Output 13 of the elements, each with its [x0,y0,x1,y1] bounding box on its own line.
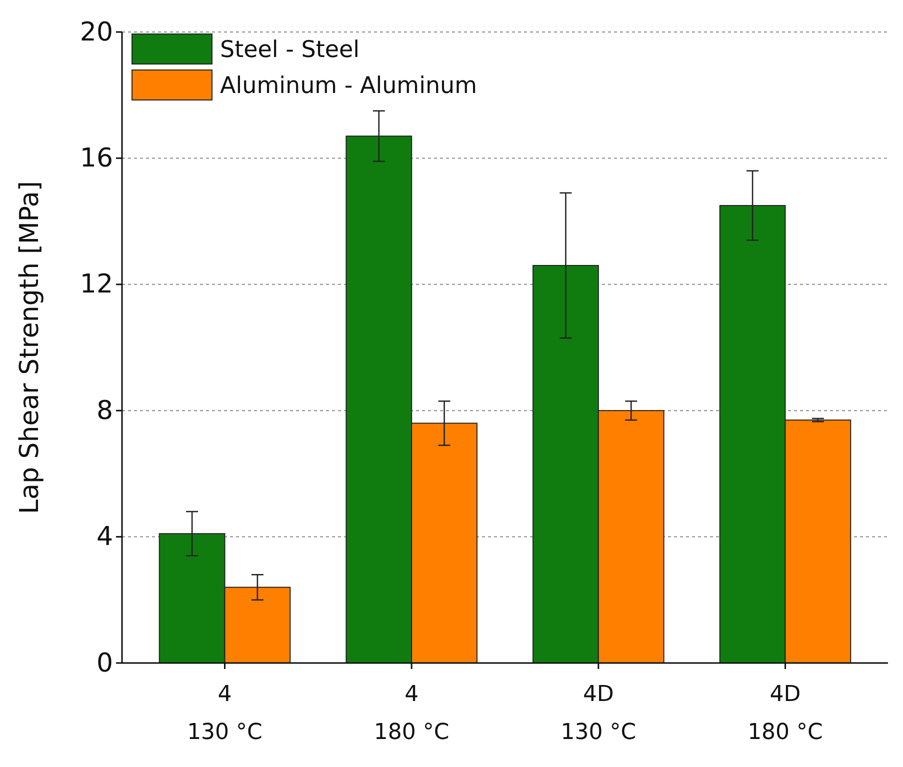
y-tick-label: 20 [80,17,113,48]
legend-label: Aluminum - Aluminum [220,73,478,99]
x-tick-label: 4D 130 °C [560,682,636,745]
x-tick-label: 4D 180 °C [748,682,823,745]
y-tick-label: 4 [96,522,113,552]
legend-label: Steel - Steel [220,37,360,63]
y-axis-title: Lap Shear Strength [MPa] [15,181,45,514]
y-tick-label: 8 [96,396,113,426]
x-tick-label: 4 180 °C [374,682,450,745]
y-tick-label: 16 [80,144,113,174]
x-tick-label: 4 130 °C [187,682,262,745]
y-tick-label: 12 [80,270,113,300]
y-tick-label: 0 [96,648,113,678]
